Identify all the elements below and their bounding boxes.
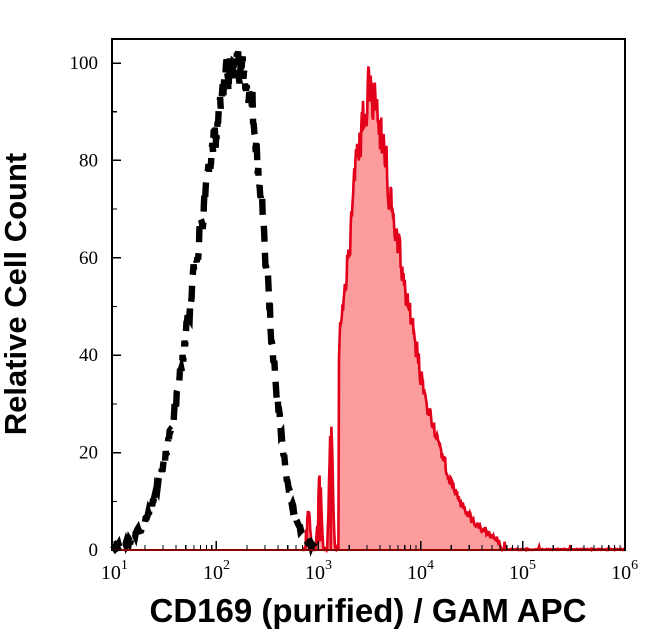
svg-text:103: 103 — [305, 558, 332, 584]
svg-text:80: 80 — [79, 150, 98, 171]
svg-text:100: 100 — [70, 53, 99, 74]
svg-text:104: 104 — [407, 558, 434, 584]
svg-text:CD169 (purified) / GAM APC: CD169 (purified) / GAM APC — [150, 592, 587, 629]
svg-text:Relative Cell Count: Relative Cell Count — [0, 153, 33, 436]
svg-text:105: 105 — [509, 558, 536, 584]
svg-text:20: 20 — [79, 443, 98, 464]
svg-text:40: 40 — [79, 345, 98, 366]
svg-text:106: 106 — [611, 558, 638, 584]
svg-text:60: 60 — [79, 248, 98, 269]
svg-text:101: 101 — [101, 558, 128, 584]
svg-text:102: 102 — [203, 558, 230, 584]
svg-text:0: 0 — [89, 540, 99, 561]
